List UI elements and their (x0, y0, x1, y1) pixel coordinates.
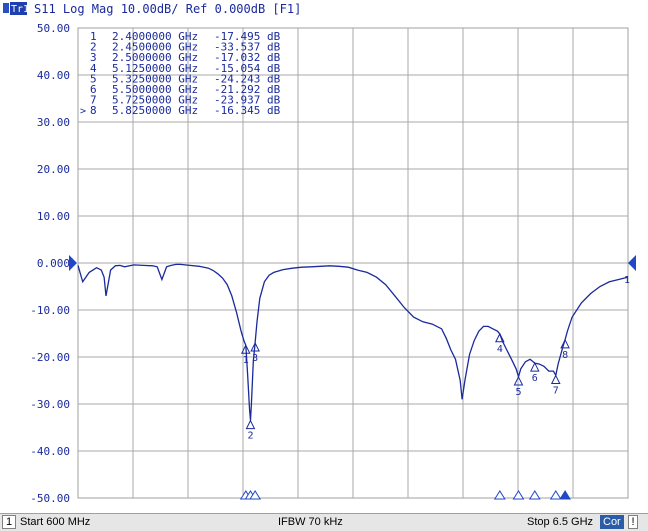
bottom-marker-indicator[interactable] (559, 490, 571, 500)
marker-label: 4 (497, 344, 503, 355)
bottom-marker-indicator[interactable] (249, 490, 262, 500)
bottom-marker-indicator[interactable] (549, 490, 562, 500)
marker-frequency: 5.1250000 GHz (112, 62, 198, 75)
trace-end-label: 1 (624, 275, 630, 286)
y-tick-label: 50.00 (37, 22, 70, 35)
marker-number: 8 (90, 104, 97, 117)
marker-label: 3 (252, 353, 258, 364)
bottom-marker-indicator[interactable] (512, 490, 525, 500)
bottom-marker-indicator[interactable] (493, 490, 506, 500)
marker-frequency: 5.3250000 GHz (112, 72, 198, 85)
trace-badge-bg (10, 2, 27, 15)
marker-value: -16.345 dB (214, 104, 281, 117)
marker-label: 1 (243, 355, 249, 366)
marker-value: -23.937 dB (214, 94, 281, 107)
channel-indicator[interactable]: 1 (2, 515, 16, 529)
reference-level-left-marker[interactable] (69, 255, 77, 271)
marker-number: 3 (90, 51, 97, 64)
marker-frequency: 2.4500000 GHz (112, 41, 198, 54)
marker-label: 5 (515, 387, 521, 398)
marker-frequency: 5.7250000 GHz (112, 94, 198, 107)
status-bar: 1 Start 600 MHz IFBW 70 kHz Stop 6.5 GHz… (0, 513, 648, 531)
grid (78, 28, 628, 498)
ifbw[interactable]: IFBW 70 kHz (278, 516, 343, 528)
marker-value: -17.032 dB (214, 51, 281, 64)
marker-frequency: 2.4000000 GHz (112, 30, 198, 43)
marker-table: 1 2.4000000 GHz -17.495 dB 2 2.4500000 GHz -3… (80, 30, 281, 117)
marker-label: 7 (553, 386, 559, 397)
marker-label: 6 (532, 373, 538, 384)
marker-number: 7 (90, 94, 97, 107)
y-tick-label: -20.00 (30, 351, 70, 364)
y-tick-label: 0.000 (37, 257, 70, 270)
marker-value: -24.243 dB (214, 72, 281, 85)
marker-label: 8 (562, 350, 568, 361)
marker-number: 1 (90, 30, 97, 43)
marker-number: 5 (90, 72, 97, 85)
y-tick-label: 40.00 (37, 69, 70, 82)
trace-badge[interactable]: Tr1 (11, 4, 29, 15)
marker-triangle[interactable] (513, 375, 524, 386)
y-tick-label: 20.00 (37, 163, 70, 176)
marker-triangle[interactable] (495, 332, 505, 343)
trace-arrow-icon (3, 3, 9, 13)
trace-header[interactable]: Tr1 S11 Log Mag 10.00dB/ Ref 0.000dB [F1… (0, 0, 648, 17)
marker-value: -21.292 dB (214, 83, 281, 96)
marker-triangle[interactable] (560, 338, 570, 349)
reference-level-right-marker[interactable] (628, 255, 636, 271)
trace-label[interactable]: S11 Log Mag 10.00dB/ Ref 0.000dB [F1] (34, 2, 301, 16)
y-tick-label: -10.00 (30, 304, 70, 317)
correction-badge[interactable]: Cor (600, 515, 624, 529)
marker-triangle[interactable] (250, 341, 260, 352)
active-marker-arrow: > (80, 106, 86, 117)
marker-triangle[interactable] (550, 374, 561, 385)
trace-line (77, 263, 629, 421)
warning-indicator[interactable]: ! (628, 515, 638, 529)
y-tick-label: 10.00 (37, 210, 70, 223)
marker-frequency: 5.8250000 GHz (112, 104, 198, 117)
y-tick-label: 30.00 (37, 116, 70, 129)
trace-markers: 1 2 3 4 56 7 8 (240, 332, 570, 442)
marker-value: -15.054 dB (214, 62, 281, 75)
marker-triangle[interactable] (240, 344, 251, 354)
marker-value: -33.537 dB (214, 41, 281, 54)
start-frequency[interactable]: Start 600 MHz (20, 516, 91, 528)
marker-number: 2 (90, 41, 97, 54)
marker-triangle[interactable] (245, 419, 256, 430)
bottom-marker-indicator[interactable] (528, 490, 541, 500)
marker-frequency: 5.5000000 GHz (112, 83, 198, 96)
marker-number: 6 (90, 83, 97, 96)
y-tick-label: -50.00 (30, 492, 70, 505)
y-tick-label: -30.00 (30, 398, 70, 411)
y-tick-labels: 50.00 40.00 30.00 20.00 10.00 0.000 -10.00 -20.… (30, 22, 70, 505)
bottom-marker-indicators (239, 490, 571, 500)
marker-frequency: 2.5000000 GHz (112, 51, 198, 64)
marker-label: 2 (247, 431, 253, 442)
marker-value: -17.495 dB (214, 30, 281, 43)
y-tick-label: -40.00 (30, 445, 70, 458)
stop-frequency[interactable]: Stop 6.5 GHz (527, 516, 594, 528)
marker-triangle[interactable] (529, 361, 540, 372)
marker-number: 4 (90, 62, 97, 75)
